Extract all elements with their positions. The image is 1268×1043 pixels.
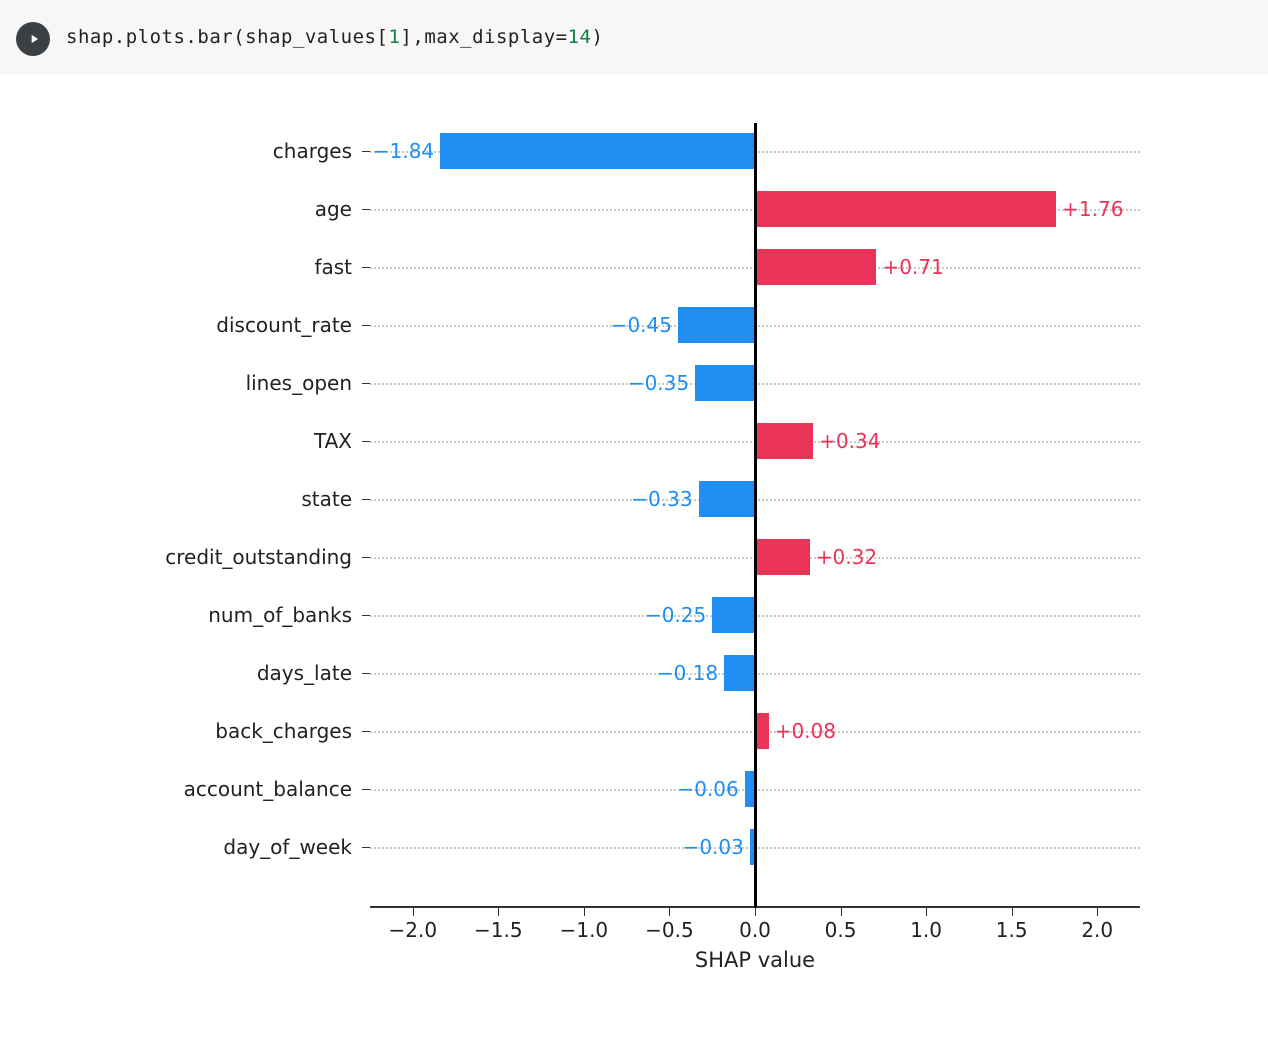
x-tick-label: −2.0 [388, 918, 437, 942]
code-token: plots [126, 26, 186, 48]
feature-label: age [315, 197, 352, 221]
feature-label: lines_open [246, 371, 352, 395]
cell-gutter [0, 0, 66, 75]
x-tick [498, 908, 499, 916]
code-token: . [185, 26, 197, 48]
x-tick [669, 908, 670, 916]
y-tick [362, 267, 370, 268]
code-cell: shap.plots.bar(shap_values[1],max_displa… [0, 0, 1268, 75]
feature-label: back_charges [215, 719, 352, 743]
x-axis-title: SHAP value [695, 948, 815, 972]
code-token: ( [233, 26, 245, 48]
feature-label: account_balance [184, 777, 352, 801]
shap-bar [755, 423, 813, 459]
x-tick-label: −1.0 [560, 918, 609, 942]
code-token: , [412, 26, 424, 48]
x-tick-label: −1.5 [474, 918, 523, 942]
shap-value-label: −1.84 [373, 139, 434, 163]
shap-bar [755, 249, 876, 285]
shap-bar [712, 597, 755, 633]
shap-bar [755, 539, 810, 575]
shap-bar [755, 713, 769, 749]
feature-label: charges [273, 139, 352, 163]
y-tick [362, 325, 370, 326]
shap-bar [440, 133, 755, 169]
shap-value-label: −0.35 [628, 371, 689, 395]
y-tick [362, 441, 370, 442]
shap-value-label: +0.32 [816, 545, 877, 569]
x-tick [755, 908, 756, 916]
feature-label: day_of_week [223, 835, 352, 859]
y-tick [362, 209, 370, 210]
shap-value-label: +0.34 [819, 429, 880, 453]
code-token: = [556, 26, 568, 48]
zero-axis-line [754, 123, 757, 908]
shap-value-label: +0.71 [882, 255, 943, 279]
x-tick [1097, 908, 1098, 916]
code-token: max_display [424, 26, 555, 48]
shap-value-label: +0.08 [775, 719, 836, 743]
shap-value-label: −0.18 [657, 661, 718, 685]
code-token: shap_values [245, 26, 376, 48]
shap-bar [724, 655, 755, 691]
y-tick [362, 673, 370, 674]
shap-value-label: +1.76 [1062, 197, 1123, 221]
y-tick [362, 847, 370, 848]
shap-value-label: −0.03 [683, 835, 744, 859]
x-tick [926, 908, 927, 916]
code-token: . [114, 26, 126, 48]
shap-bar [678, 307, 755, 343]
code-input[interactable]: shap.plots.bar(shap_values[1],max_displa… [66, 0, 1268, 75]
run-cell-button[interactable] [16, 22, 50, 56]
shap-value-label: −0.33 [631, 487, 692, 511]
y-tick [362, 499, 370, 500]
shap-value-label: −0.06 [677, 777, 738, 801]
feature-label: credit_outstanding [165, 545, 352, 569]
y-tick [362, 151, 370, 152]
feature-label: discount_rate [216, 313, 352, 337]
feature-label: TAX [314, 429, 352, 453]
code-token: bar [197, 26, 233, 48]
play-icon [27, 32, 41, 46]
feature-label: state [301, 487, 352, 511]
x-tick [841, 908, 842, 916]
plot-area: charges−1.84age+1.76fast+0.71discount_ra… [370, 123, 1140, 908]
shap-bar [699, 481, 755, 517]
x-tick [413, 908, 414, 916]
feature-label: num_of_banks [208, 603, 352, 627]
code-token: ) [592, 26, 604, 48]
shap-bar-chart: charges −1.84 age +1.76 fast +0.71 discount_ra… [40, 103, 1140, 1023]
y-tick [362, 383, 370, 384]
shap-value-label: −0.25 [645, 603, 706, 627]
code-token: [ [377, 26, 389, 48]
code-token: 14 [568, 26, 592, 48]
y-tick [362, 789, 370, 790]
feature-label: fast [314, 255, 352, 279]
x-tick [584, 908, 585, 916]
shap-bar [695, 365, 755, 401]
cell-output: charges −1.84 age +1.76 fast +0.71 discount_ra… [0, 83, 1268, 1043]
code-token: shap [66, 26, 114, 48]
code-token: ] [400, 26, 412, 48]
y-tick [362, 615, 370, 616]
code-token: 1 [388, 26, 400, 48]
feature-label: days_late [257, 661, 352, 685]
x-tick-label: 1.0 [910, 918, 942, 942]
x-tick [1012, 908, 1013, 916]
x-tick-label: −0.5 [645, 918, 694, 942]
y-tick [362, 557, 370, 558]
x-tick-label: 2.0 [1081, 918, 1113, 942]
y-tick [362, 731, 370, 732]
shap-bar [755, 191, 1056, 227]
shap-value-label: −0.45 [611, 313, 672, 337]
x-tick-label: 0.5 [825, 918, 857, 942]
x-tick-label: 0.0 [739, 918, 771, 942]
x-tick-label: 1.5 [996, 918, 1028, 942]
